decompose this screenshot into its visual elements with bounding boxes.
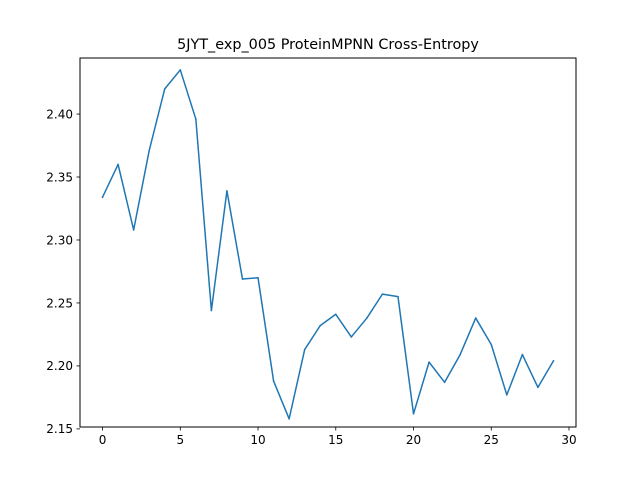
data-point [397, 295, 399, 298]
y-axis: 2.15 2.20 2.25 2.30 2.35 2.40 [46, 107, 80, 436]
data-point [490, 343, 493, 346]
data-point [334, 313, 337, 316]
x-axis: 0 5 10 15 20 25 30 [99, 427, 577, 447]
data-point [163, 88, 166, 90]
data-point [257, 276, 259, 279]
data-point [506, 394, 508, 396]
data-point [148, 149, 150, 152]
y-tick-label: 2.20 [46, 359, 73, 373]
x-tick-label: 25 [484, 433, 499, 447]
data-point [132, 229, 135, 231]
y-tick-label: 2.30 [46, 233, 73, 247]
data-point [537, 386, 539, 389]
data-point [210, 309, 213, 312]
x-tick-label: 20 [406, 433, 421, 447]
x-tick-label: 0 [99, 433, 107, 447]
x-tick-label: 5 [176, 433, 184, 447]
data-point [459, 353, 461, 356]
data-point [521, 353, 524, 356]
data-point [474, 317, 477, 319]
y-tick-label: 2.15 [46, 422, 73, 436]
data-point [428, 361, 430, 363]
data-point [226, 190, 228, 192]
x-tick-label: 10 [250, 433, 265, 447]
data-point [288, 418, 290, 420]
x-tick-label: 30 [561, 433, 576, 447]
data-point [241, 278, 244, 280]
y-tick-label: 2.40 [46, 107, 73, 121]
data-point [117, 163, 119, 166]
data-point [381, 293, 384, 295]
data-point [366, 317, 368, 319]
data-point [179, 69, 182, 71]
y-tick-label: 2.35 [46, 170, 73, 184]
data-point [272, 380, 275, 382]
data-point [552, 360, 555, 362]
data-point [443, 381, 446, 384]
data-point [350, 336, 353, 338]
axes-frame [79, 57, 577, 428]
x-tick-label: 15 [328, 433, 343, 447]
y-tick-label: 2.25 [46, 296, 73, 310]
series-line-0 [101, 69, 555, 420]
data-point [303, 348, 306, 351]
data-point [319, 324, 322, 327]
data-point [195, 118, 197, 120]
data-point [412, 412, 415, 415]
plot-area [101, 69, 555, 420]
chart-title: 5JYT_exp_005 ProteinMPNN Cross-Entropy [177, 37, 479, 53]
data-point [101, 196, 104, 198]
